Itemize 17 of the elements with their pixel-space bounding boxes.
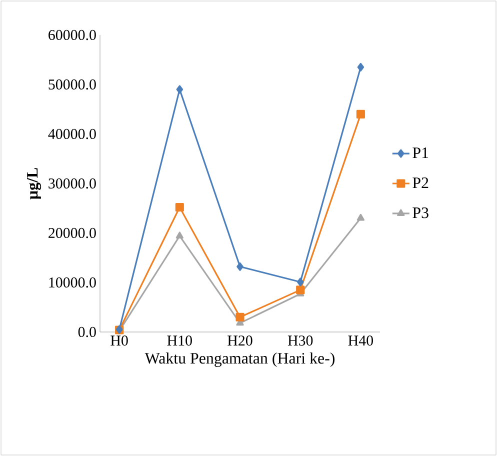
y-tick-label: 10000.0 [49, 277, 96, 288]
legend-label: P2 [412, 177, 428, 188]
x-tick-label: H10 [167, 336, 192, 346]
x-axis-title: Waktu Pengamatan (Hari ke-) [144, 352, 334, 367]
y-tick-label: 50000.0 [48, 79, 96, 90]
y-tick-label: 20000.0 [48, 228, 96, 238]
legend-label: P3 [412, 207, 428, 218]
x-tick-label: H20 [228, 336, 252, 346]
y-axis-title: µg/L [27, 168, 42, 200]
x-tick-label: H0 [110, 336, 128, 346]
y-tick-label: 30000.0 [48, 178, 96, 189]
x-tick-label: H40 [348, 336, 373, 346]
legend-label: P1 [412, 148, 428, 158]
x-tick-label: H30 [288, 336, 313, 346]
y-tick-label: 0.0 [78, 326, 96, 338]
y-tick-label: 60000.0 [48, 30, 96, 40]
y-tick-label: 40000.0 [48, 128, 96, 140]
